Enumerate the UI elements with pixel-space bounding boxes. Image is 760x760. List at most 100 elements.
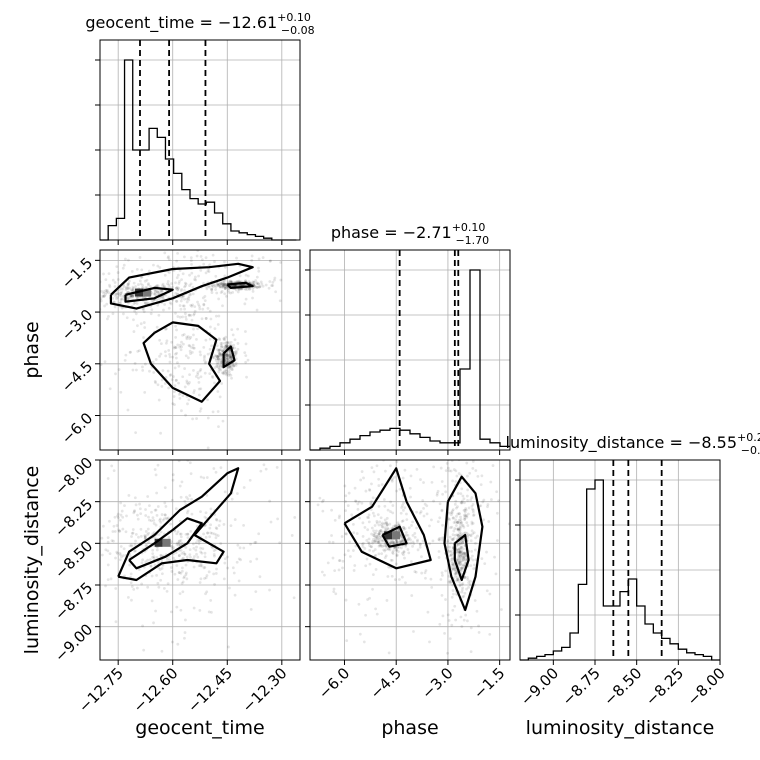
scatter-point <box>345 639 349 643</box>
scatter-point <box>168 355 172 359</box>
scatter-point <box>388 548 392 552</box>
panel-geocent_time-hist: geocent_time = −12.61+0.10 −0.08 <box>85 11 315 245</box>
scatter-point <box>459 562 462 566</box>
scatter-point <box>457 547 461 551</box>
scatter-point <box>210 287 214 291</box>
scatter-point <box>367 516 371 520</box>
scatter-point <box>255 282 259 286</box>
scatter-point <box>224 335 228 339</box>
scatter-point <box>166 256 170 260</box>
scatter-point <box>111 312 115 316</box>
scatter-point <box>204 271 208 275</box>
scatter-point <box>214 314 218 318</box>
scatter-point <box>242 283 246 287</box>
scatter-point <box>104 292 107 296</box>
scatter-point <box>365 539 369 542</box>
scatter-point <box>179 348 183 352</box>
scatter-point <box>474 558 478 562</box>
scatter-point <box>344 509 348 513</box>
scatter-point <box>202 476 206 480</box>
scatter-point <box>432 499 435 503</box>
scatter-point <box>156 463 160 467</box>
scatter-point <box>225 373 228 377</box>
scatter-point <box>460 539 464 543</box>
scatter-point <box>374 537 378 541</box>
scatter-point <box>114 556 117 560</box>
scatter-point <box>471 510 475 514</box>
scatter-point <box>385 523 389 527</box>
scatter-point <box>471 466 475 470</box>
scatter-point <box>456 534 460 537</box>
scatter-point <box>203 294 207 298</box>
scatter-point <box>347 491 351 495</box>
scatter-point <box>466 575 469 579</box>
scatter-point <box>172 346 176 350</box>
scatter-point <box>457 512 461 516</box>
scatter-point <box>472 514 475 517</box>
scatter-point <box>234 363 238 367</box>
scatter-point <box>118 558 122 562</box>
scatter-point <box>450 538 454 541</box>
scatter-point <box>230 367 234 371</box>
scatter-point <box>383 518 387 522</box>
scatter-point <box>140 582 144 586</box>
scatter-point <box>455 557 459 561</box>
scatter-point <box>210 288 214 292</box>
scatter-point <box>377 539 381 543</box>
scatter-point <box>89 344 92 347</box>
scatter-point <box>358 632 362 636</box>
scatter-point <box>466 474 469 478</box>
scatter-point <box>326 561 330 565</box>
scatter-point <box>364 452 367 455</box>
scatter-point <box>387 547 390 551</box>
scatter-point <box>199 375 203 379</box>
scatter-point <box>204 256 208 260</box>
scatter-point <box>189 303 193 307</box>
scatter-point <box>160 290 164 294</box>
scatter-point <box>178 345 181 349</box>
scatter-point <box>146 533 149 536</box>
scatter-point <box>402 525 405 529</box>
scatter-point <box>230 365 234 369</box>
scatter-point <box>228 357 232 360</box>
scatter-point <box>467 512 470 516</box>
scatter-point <box>186 335 190 339</box>
scatter-point <box>226 357 230 361</box>
scatter-point <box>215 291 219 295</box>
scatter-point <box>236 290 240 294</box>
scatter-point <box>223 292 227 296</box>
scatter-point <box>450 623 454 627</box>
scatter-point <box>253 284 256 288</box>
scatter-point <box>377 484 381 487</box>
scatter-point <box>468 583 472 586</box>
panel-phase-vs-luminosity_distance <box>305 452 511 665</box>
scatter-point <box>412 542 416 546</box>
scatter-point <box>161 563 165 567</box>
scatter-point <box>391 477 395 481</box>
scatter-point <box>395 540 399 544</box>
scatter-point <box>455 550 459 554</box>
scatter-point <box>174 379 178 382</box>
scatter-point <box>418 545 422 549</box>
scatter-point <box>222 372 226 376</box>
scatter-point <box>391 551 394 554</box>
scatter-point <box>187 298 191 302</box>
scatter-point <box>225 344 229 348</box>
scatter-point <box>214 288 217 291</box>
scatter-point <box>379 529 383 532</box>
scatter-point <box>456 512 460 516</box>
scatter-point <box>168 558 171 562</box>
scatter-point <box>377 552 381 556</box>
scatter-point <box>321 537 324 540</box>
scatter-point <box>495 539 499 542</box>
scatter-point <box>278 541 282 545</box>
scatter-point <box>493 555 496 559</box>
scatter-point <box>455 571 458 574</box>
scatter-point <box>218 349 221 352</box>
scatter-point <box>218 352 222 356</box>
scatter-point <box>460 556 464 560</box>
scatter-point <box>155 290 159 293</box>
scatter-point <box>461 563 465 567</box>
scatter-point <box>458 532 462 536</box>
scatter-point <box>474 541 477 545</box>
